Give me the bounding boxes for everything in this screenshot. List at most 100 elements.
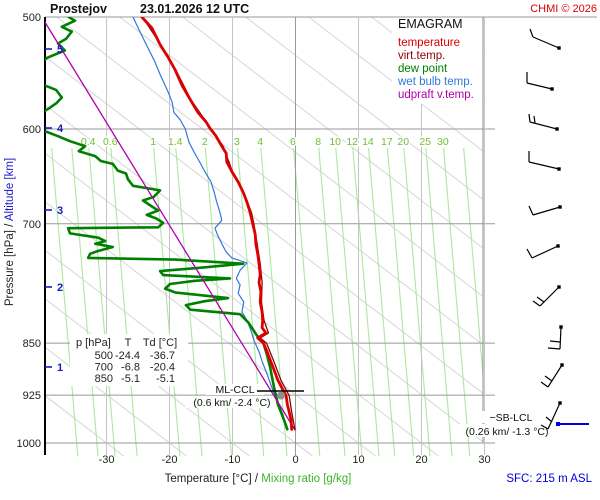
wind-barb-feather: [547, 347, 561, 350]
surface-elevation-label: SFC: 215 m ASL: [506, 473, 592, 485]
mixing-ratio-line: [352, 147, 380, 456]
curve-wet-bulb-temp-: [132, 17, 288, 430]
temperature-tick-label: 30: [478, 454, 490, 466]
legend: EMAGRAM: [392, 17, 482, 104]
temperature-tick-label: -10: [225, 454, 241, 466]
curve-udpraft-v-temp-: [45, 21, 296, 431]
wind-barb: [529, 28, 561, 50]
wind-barb-staff: [559, 326, 562, 350]
ml-ccl-value-bg: [185, 396, 281, 408]
dry-adiabat-line: [45, 104, 483, 443]
mixing-ratio-value: 1: [150, 136, 156, 148]
wind-barb-staff: [526, 82, 553, 90]
wind-barb-feather: [536, 296, 545, 303]
ml-ccl-value: (0.6 km/ -2.4 °C): [193, 397, 270, 409]
legend-item-virt-temp-: virt.temp.: [398, 50, 445, 62]
mixing-ratio-value: 12: [346, 136, 358, 148]
dry-adiabat-line: [45, 55, 483, 395]
wind-barb: [528, 205, 562, 216]
plot-frame: [44, 17, 484, 455]
wind-barb: [547, 325, 563, 350]
wind-barb-staff: [528, 161, 560, 170]
dry-adiabat-line: [119, 17, 483, 298]
table-cell: -6.8: [121, 362, 140, 374]
wind-barb-staff: [532, 206, 561, 216]
table-cell: 700: [95, 362, 113, 374]
ml-ccl-dot: [277, 391, 285, 400]
wind-barb-staff: [532, 36, 560, 49]
mixing-ratio-line: [153, 147, 181, 456]
pressure-tick-label: 1000: [17, 438, 41, 450]
mixing-ratio-value: 10: [329, 136, 341, 148]
mixing-ratio-line: [293, 147, 321, 456]
pressure-tick-label: 850: [23, 338, 41, 350]
table-cell: 500: [95, 350, 113, 362]
sb-lcl-label-bg: [474, 411, 548, 423]
sb-lcl-value: (0.26 km/ -1.3 °C): [466, 426, 549, 438]
station-title: Prostejov: [50, 2, 107, 16]
mixing-ratio-line: [403, 147, 431, 456]
temperature-tick-label: 10: [352, 454, 364, 466]
mixing-ratio-line: [88, 147, 116, 456]
table-header: p [hPa]: [76, 337, 111, 349]
dry-adiabat-line: [45, 249, 313, 456]
wind-barb: [540, 401, 562, 430]
mixing-ratio-value: 25: [419, 136, 431, 148]
sb-lcl-value-bg: [457, 424, 557, 437]
wind-barb-feather: [549, 340, 561, 343]
ml-ccl-annotation: ML-CCL (0.6 km/ -2.4 °C): [185, 384, 281, 409]
x-axis-title-temperature: Temperature [°C] /: [165, 473, 262, 485]
altitude-tick-label: 5: [57, 44, 63, 56]
mixing-ratio-line: [318, 147, 346, 456]
x-axis-title-mixing: Mixing ratio [g/kg]: [261, 473, 351, 485]
sb-lcl-label: −SB-LCL: [490, 412, 533, 424]
table-cell: -20.4: [150, 362, 175, 374]
wind-barb-staff: [547, 402, 561, 430]
table-cell: -5.1: [121, 373, 140, 385]
mixing-ratio-lines: [51, 147, 483, 456]
pressure-tick-label: 925: [23, 390, 41, 402]
mixing-ratio-value: 3: [234, 136, 240, 148]
temperature-tick-label: -20: [162, 454, 178, 466]
wind-barb-feather: [533, 115, 536, 124]
mixing-ratio-line: [260, 147, 288, 456]
curve-dew-point: [45, 17, 289, 431]
dry-adiabat-line: [45, 201, 376, 456]
wind-barb-feather: [528, 205, 534, 216]
table-cell: 850: [95, 373, 113, 385]
wind-barb-staff: [539, 286, 560, 307]
mixing-ratio-value: 6: [290, 136, 296, 148]
legend-title: EMAGRAM: [398, 17, 463, 31]
temperature-tick-labels: -30 -20 -10 0 10 20 30: [99, 454, 491, 466]
wind-barb-feather: [532, 300, 541, 307]
wind-barb: [526, 72, 554, 91]
copyright-label: CHMI © 2026: [530, 3, 597, 15]
table-cell: -36.7: [150, 350, 175, 362]
altitude-tick-label: 2: [57, 282, 63, 294]
wind-barb-feather: [526, 248, 533, 259]
dry-adiabat-line: [56, 17, 483, 346]
table-cell: -5.1: [156, 373, 175, 385]
mixing-ratio-line: [71, 147, 99, 456]
mixing-ratio-value: 4: [257, 136, 263, 148]
table-cell: -24.4: [115, 350, 140, 362]
mixing-ratio-line: [425, 147, 453, 456]
mixing-ratio-line: [110, 147, 138, 456]
temperature-tick-label: 20: [415, 454, 427, 466]
pressure-tick-label: 700: [23, 219, 41, 231]
pressure-tick-label: 500: [23, 12, 41, 24]
temperature-tick-label: -30: [99, 454, 115, 466]
legend-item-dew-point: dew point: [398, 63, 448, 75]
ml-ccl-label-bg: [206, 384, 264, 395]
x-axis-title: Temperature [°C] / Mixing ratio [g/kg]: [165, 473, 352, 485]
y-axis-title-pressure: Pressure [hPa]: [4, 230, 16, 306]
wind-barb-column: [526, 28, 564, 430]
mixing-ratio-line: [463, 147, 483, 382]
mixing-ratio-value: 1.4: [168, 136, 183, 148]
temperature-tick-label: 0: [292, 454, 298, 466]
wind-barb: [540, 363, 564, 388]
altitude-tick-labels: 5 4 3 2 1: [45, 44, 64, 374]
mixing-ratio-value: 2: [202, 136, 208, 148]
mixing-ratio-value: 17: [381, 136, 393, 148]
